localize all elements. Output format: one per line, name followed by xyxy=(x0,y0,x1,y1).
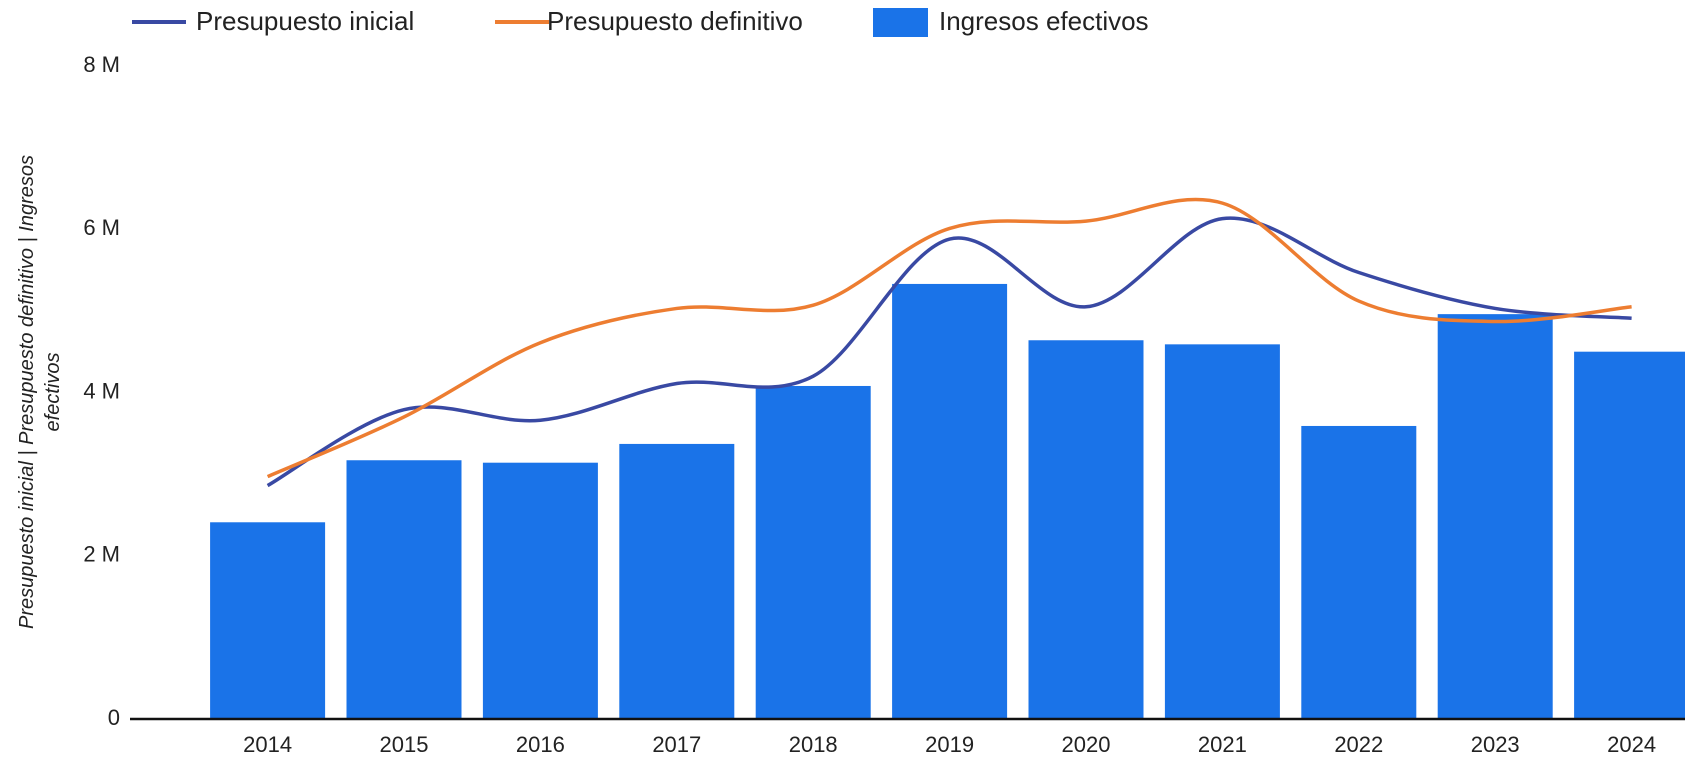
legend-label: Presupuesto inicial xyxy=(196,6,414,36)
x-tick-label: 2023 xyxy=(1471,732,1520,757)
bar xyxy=(1437,314,1553,719)
x-tick-label: 2022 xyxy=(1334,732,1383,757)
bar xyxy=(210,522,326,719)
x-tick-label: 2024 xyxy=(1607,732,1656,757)
bar xyxy=(619,443,735,719)
bar xyxy=(1301,425,1417,719)
legend-label: Presupuesto definitivo xyxy=(547,6,803,36)
y-tick-label: 8 M xyxy=(83,52,120,77)
y-tick-label: 6 M xyxy=(83,215,120,240)
x-tick-label: 2021 xyxy=(1198,732,1247,757)
x-tick-label: 2014 xyxy=(243,732,292,757)
bar xyxy=(1164,344,1280,719)
bar xyxy=(892,283,1008,719)
x-tick-label: 2018 xyxy=(789,732,838,757)
line xyxy=(266,216,1632,488)
bar xyxy=(482,462,598,719)
legend-label: Ingresos efectivos xyxy=(939,6,1149,36)
y-tick-label: 4 M xyxy=(83,378,120,403)
bar xyxy=(1028,340,1144,719)
bar xyxy=(346,460,462,719)
y-axis-label: Presupuesto inicial | Presupuesto defini… xyxy=(16,155,64,629)
x-tick-label: 2015 xyxy=(380,732,429,757)
line xyxy=(266,197,1632,479)
y-tick-label: 0 xyxy=(108,705,120,730)
bar xyxy=(755,385,871,719)
x-tick-label: 2020 xyxy=(1062,732,1111,757)
x-tick-label: 2016 xyxy=(516,732,565,757)
x-tick-label: 2019 xyxy=(925,732,974,757)
y-tick-label: 2 M xyxy=(83,542,120,567)
bar xyxy=(1574,351,1685,719)
x-tick-label: 2017 xyxy=(652,732,701,757)
legend-swatch xyxy=(873,8,928,37)
